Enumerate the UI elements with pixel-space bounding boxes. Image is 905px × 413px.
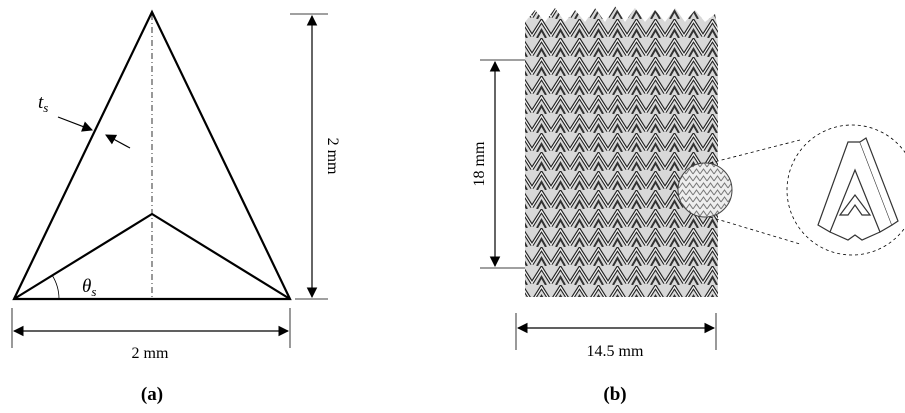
- thickness-label: ts: [38, 92, 48, 115]
- thickness-arrow: [58, 117, 92, 130]
- caption: (a): [141, 384, 163, 405]
- thickness-subscript: s: [43, 100, 48, 115]
- angle-arc: [52, 275, 59, 299]
- thickness-arrow: [106, 135, 130, 148]
- caption: (b): [603, 384, 626, 405]
- height-label: 2 mm: [324, 138, 341, 175]
- zoom-line: [710, 217, 800, 244]
- angle-subscript: s: [91, 284, 96, 299]
- width-label: 2 mm: [132, 345, 169, 362]
- angle-symbol: θ: [82, 276, 91, 297]
- zoom-line: [710, 140, 800, 163]
- zoom-region: [678, 163, 732, 217]
- figure: θs ts 2 mm 2 mm (a) 18 mm 14.5 mm (b): [0, 0, 905, 413]
- panel-a: θs ts 2 mm 2 mm (a): [12, 12, 341, 405]
- lattice-cylinder: [520, 0, 720, 300]
- panel-b: 18 mm 14.5 mm (b): [471, 0, 905, 405]
- height-label: 18 mm: [471, 141, 488, 186]
- angle-label: θs: [82, 276, 96, 299]
- width-label: 14.5 mm: [587, 343, 644, 360]
